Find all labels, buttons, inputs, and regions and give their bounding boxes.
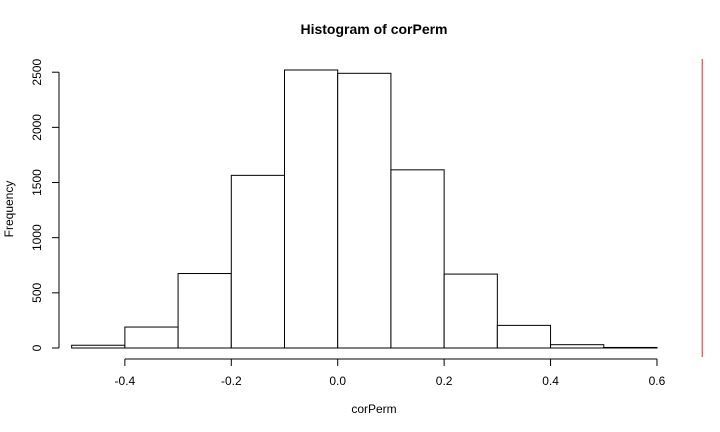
y-tick-label: 1000: [30, 224, 44, 251]
histogram-bars: [71, 69, 658, 349]
chart-title: Histogram of corPerm: [300, 21, 447, 37]
y-tick-label: 1500: [30, 169, 44, 196]
y-tick-label: 2500: [30, 59, 44, 86]
histogram-bar: [230, 174, 286, 349]
x-tick-label: 0.4: [542, 374, 559, 388]
y-tick-label: 500: [30, 283, 44, 303]
y-tick-label: 2000: [30, 114, 44, 141]
x-tick-label: -0.4: [115, 374, 136, 388]
histogram-bar: [496, 324, 552, 349]
histogram-bar: [284, 69, 339, 349]
histogram-bar: [550, 344, 605, 349]
x-tick-label: 0.6: [649, 374, 666, 388]
x-tick-label: 0.2: [436, 374, 453, 388]
x-axis-label: corPerm: [351, 402, 396, 416]
x-tick-label: -0.2: [221, 374, 242, 388]
y-tick-label: 0: [30, 344, 44, 351]
histogram-bar: [603, 346, 658, 349]
histogram-bar: [443, 273, 498, 349]
x-axis: -0.4 -0.2 0.0 0.2 0.4 0.6: [115, 358, 666, 388]
histogram-bar: [177, 273, 232, 349]
histogram-bar: [124, 326, 179, 349]
x-tick-label: 0.0: [329, 374, 346, 388]
histogram-bar: [337, 72, 392, 349]
histogram-bar: [390, 169, 445, 349]
y-axis: 0 500 1000 1500 2000 2500: [30, 59, 60, 351]
y-axis-label: Frequency: [2, 181, 16, 238]
histogram-bar: [71, 344, 126, 349]
